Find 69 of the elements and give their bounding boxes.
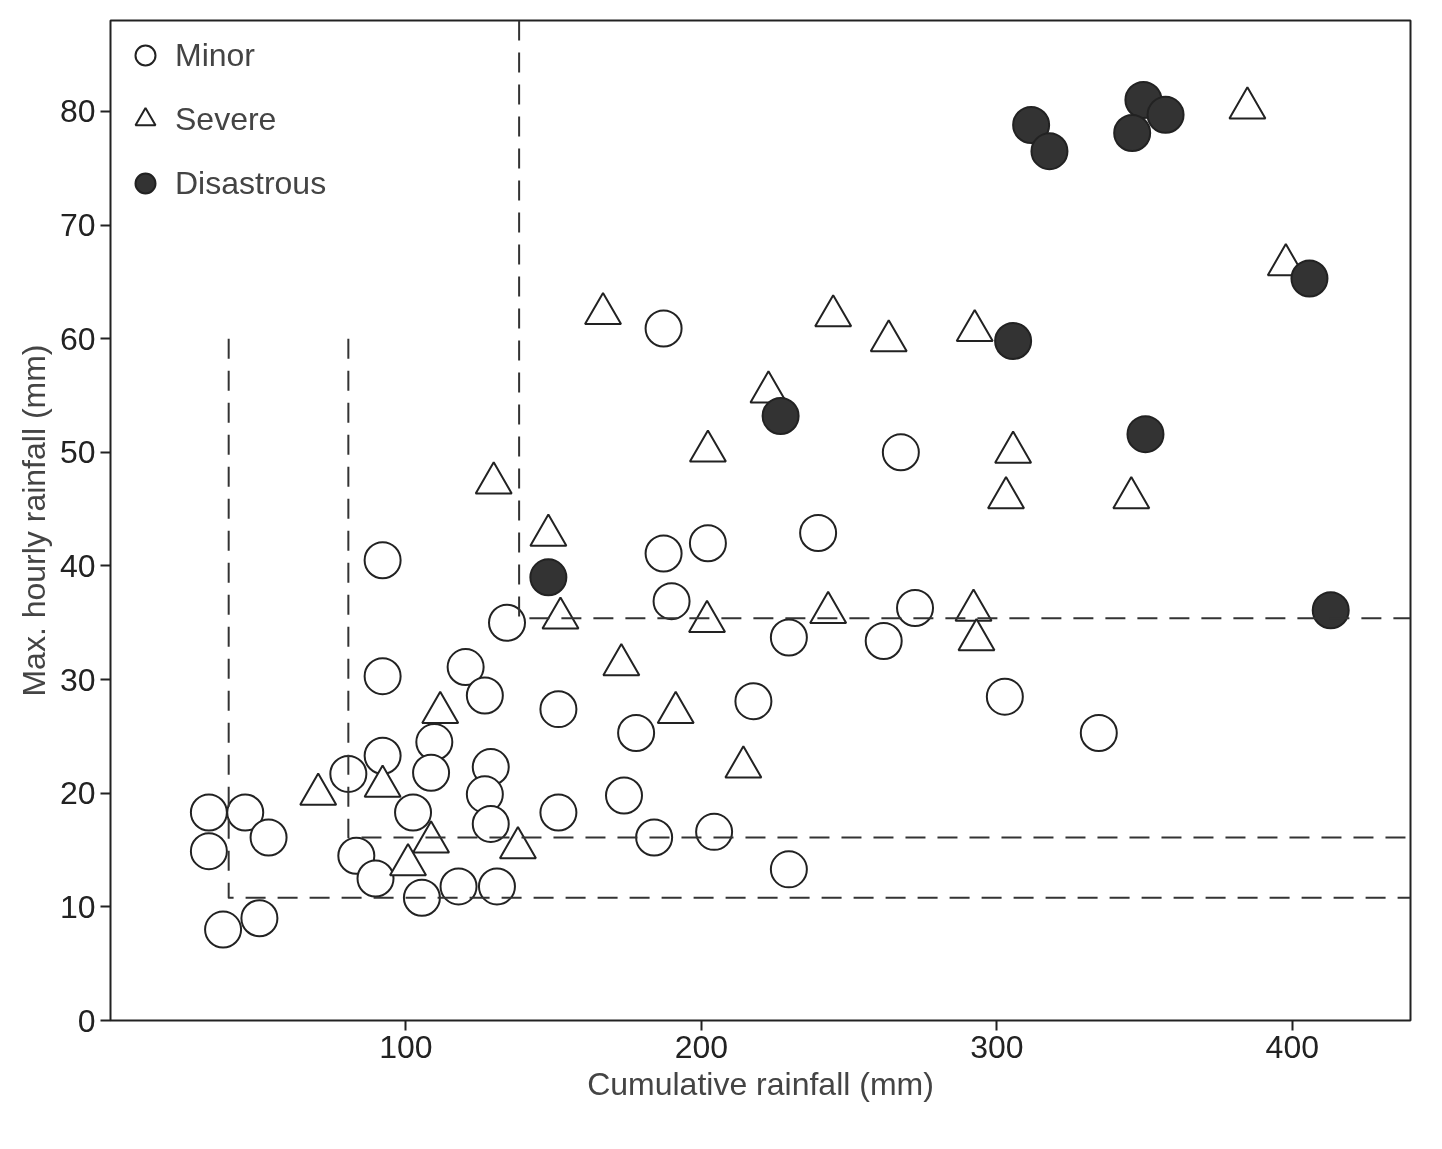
point bbox=[994, 321, 1033, 360]
point bbox=[605, 776, 643, 815]
point bbox=[652, 582, 691, 621]
point bbox=[769, 618, 808, 657]
point bbox=[799, 514, 838, 552]
point bbox=[439, 867, 478, 906]
point bbox=[896, 589, 935, 627]
point bbox=[477, 867, 516, 906]
y-tick-label: 20 bbox=[59, 775, 96, 812]
x-tick-label: 200 bbox=[674, 1028, 729, 1065]
point bbox=[617, 714, 656, 752]
point bbox=[356, 859, 395, 898]
point bbox=[1012, 106, 1051, 145]
point bbox=[394, 793, 433, 832]
y-tick-label: 40 bbox=[59, 547, 96, 584]
x-tick-label: 300 bbox=[970, 1028, 1024, 1065]
point bbox=[1113, 114, 1152, 152]
point bbox=[189, 832, 228, 871]
point bbox=[446, 648, 485, 687]
point bbox=[465, 775, 504, 814]
y-tick-label: 80 bbox=[59, 93, 96, 130]
point bbox=[529, 558, 568, 597]
point bbox=[1079, 714, 1118, 752]
point bbox=[1311, 591, 1350, 630]
x-tick-label: 400 bbox=[1265, 1028, 1320, 1065]
point bbox=[695, 812, 734, 851]
x-axis-title: Cumulative rainfall (mm) bbox=[587, 1065, 934, 1102]
y-axis-title: Max. hourly rainfall (mm) bbox=[15, 344, 52, 697]
legend-label: Severe bbox=[175, 100, 277, 138]
y-tick-label: 30 bbox=[59, 661, 96, 698]
point bbox=[363, 541, 402, 580]
point bbox=[412, 753, 451, 792]
point bbox=[363, 736, 402, 775]
point bbox=[985, 677, 1024, 716]
point bbox=[1030, 132, 1069, 171]
point bbox=[1146, 95, 1185, 134]
point bbox=[881, 433, 920, 472]
point bbox=[465, 676, 504, 715]
point bbox=[769, 850, 808, 889]
y-tick-label: 50 bbox=[59, 434, 96, 471]
point bbox=[644, 534, 683, 573]
point bbox=[240, 899, 279, 938]
point bbox=[415, 723, 454, 762]
point bbox=[539, 793, 578, 832]
point bbox=[1290, 259, 1329, 298]
point bbox=[761, 396, 800, 435]
point bbox=[734, 682, 773, 721]
point bbox=[864, 621, 903, 660]
point bbox=[1126, 415, 1165, 454]
point bbox=[226, 793, 265, 832]
point bbox=[249, 818, 288, 857]
point bbox=[644, 309, 683, 348]
point bbox=[363, 657, 402, 696]
y-tick-label: 10 bbox=[59, 888, 96, 925]
point bbox=[189, 793, 228, 832]
point bbox=[329, 754, 368, 793]
point bbox=[688, 524, 727, 563]
point bbox=[402, 878, 441, 917]
point bbox=[471, 804, 510, 843]
point bbox=[204, 910, 243, 949]
y-tick-label: 60 bbox=[59, 320, 96, 357]
point bbox=[635, 818, 674, 857]
point bbox=[488, 603, 526, 642]
legend-label: Minor bbox=[175, 36, 256, 74]
point bbox=[539, 690, 578, 729]
y-tick-label: 70 bbox=[59, 207, 96, 244]
x-tick-label: 100 bbox=[379, 1028, 433, 1065]
legend-label: Disastrous bbox=[175, 164, 327, 202]
y-tick-label: 0 bbox=[77, 1002, 96, 1039]
